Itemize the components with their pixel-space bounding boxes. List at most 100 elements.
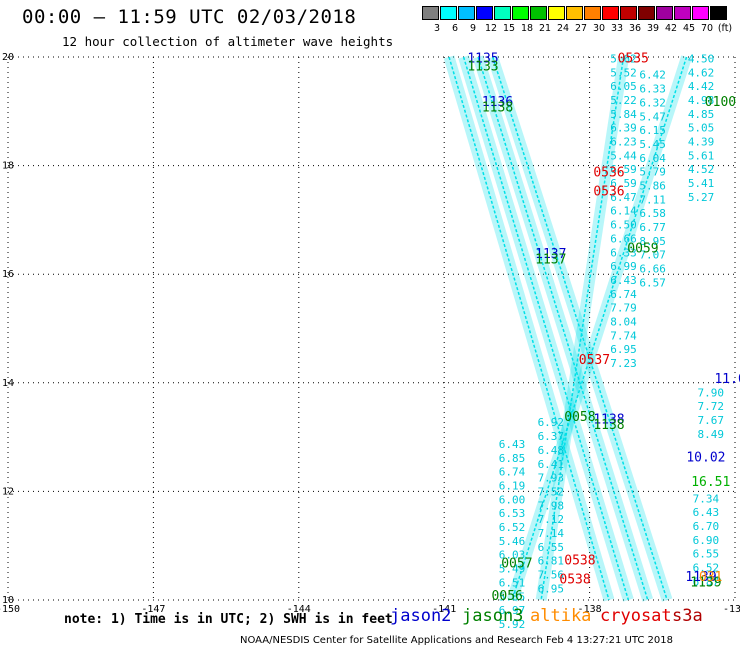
satellite-pass-track (472, 55, 654, 602)
swh-value: 6.14 (610, 205, 637, 218)
swh-value: 5.84 (610, 108, 637, 121)
colorbar-swatch (674, 6, 691, 20)
swh-value: 6.32 (639, 96, 666, 109)
pass-time-label: 1139 (690, 575, 721, 590)
swh-value: 6.66 (610, 232, 637, 245)
swh-value: 5.22 (610, 94, 637, 107)
swh-value: 6.55 (693, 548, 720, 561)
pass-time-label: 1137 (535, 252, 566, 267)
swh-value: 5.62 (610, 52, 637, 65)
swh-value: 6.66 (639, 263, 666, 276)
swh-value: 6.41 (538, 458, 565, 471)
swh-value: 8.49 (698, 428, 725, 441)
colorbar-label: 6 (451, 23, 459, 34)
swh-value: 6.43 (610, 274, 637, 287)
swh-value: 6.85 (499, 452, 526, 465)
swh-value: 4.98 (688, 94, 715, 107)
swh-value: 4.85 (688, 108, 715, 121)
swh-value: 7.72 (698, 400, 725, 413)
swh-value: 8.95 (639, 235, 666, 248)
swh-value: 6.59 (610, 163, 637, 176)
colorbar-label: 9 (469, 23, 477, 34)
y-tick-label: 18 (2, 161, 14, 172)
swh-value: 5.85 (499, 590, 526, 603)
swh-value: 6.59 (610, 177, 637, 190)
pass-time-label: 1138 (482, 100, 513, 115)
swh-value: 6.97 (499, 604, 526, 617)
swh-value: 6.37 (538, 430, 565, 443)
page-title: 00:00 – 11:59 UTC 02/03/2018 (22, 6, 357, 28)
swh-value: 4.62 (688, 66, 715, 79)
colorbar-label: 21 (538, 23, 552, 34)
legend-altika: altika (530, 606, 592, 626)
pass-time-label: 0537 (579, 353, 610, 368)
swh-value: 6.53 (499, 507, 526, 520)
satellite-pass-core (540, 56, 625, 601)
x-tick-label: -138 (578, 604, 602, 615)
swh-value: 5.44 (610, 149, 637, 162)
swh-value: 6.47 (610, 191, 637, 204)
colorbar-label: 24 (556, 23, 570, 34)
pass-time-label: 1138 (593, 418, 624, 433)
colorbar-label: 70 (700, 23, 714, 34)
pass-time-label: 0536 (593, 165, 624, 180)
pass-time-label: 1136 (482, 95, 513, 110)
swh-value: 5.52 (610, 66, 637, 79)
y-tick-label: 10 (2, 595, 14, 606)
colorbar-swatch (422, 6, 439, 20)
swh-value: 5.27 (688, 191, 715, 204)
swh-value: 6.15 (639, 124, 666, 137)
colorbar-swatch (656, 6, 673, 20)
swh-value: 7.12 (538, 513, 565, 526)
pass-time-label: 0058 (564, 410, 595, 425)
swh-value: 8.04 (610, 316, 637, 329)
swh-value: 4.52 (688, 163, 715, 176)
pass-time-label: 0535 (618, 51, 649, 66)
colorbar-swatch (494, 6, 511, 20)
footer-note: note: 1) Time is in UTC; 2) SWH is in fe… (64, 612, 393, 627)
colorbar-swatch (692, 6, 709, 20)
colorbar-label: 45 (682, 23, 696, 34)
colorbar-swatch (602, 6, 619, 20)
swh-value: 7.98 (538, 499, 565, 512)
swh-value: 7.11 (639, 193, 666, 206)
pass-time-label: 1137 (535, 247, 566, 262)
pass-time-label: 1135 (467, 51, 498, 66)
colorbar-swatch (710, 6, 727, 20)
swh-value: 6.19 (499, 479, 526, 492)
swh-value: 6.50 (610, 219, 637, 232)
swh-value: 7.67 (698, 414, 725, 427)
colorbar-swatch (638, 6, 655, 20)
swh-value: 7.14 (538, 527, 565, 540)
swh-value: 6.90 (693, 534, 720, 547)
swh-value: 6.99 (610, 260, 637, 273)
colorbar-label: 36 (628, 23, 642, 34)
credit-line: NOAA/NESDIS Center for Satellite Applica… (240, 635, 673, 646)
swh-value: 5.47 (639, 110, 666, 123)
swh-value: 6.74 (499, 466, 526, 479)
pass-time-label: 031 (699, 570, 722, 585)
swh-value: 6.48 (538, 444, 565, 457)
x-tick-label: -141 (432, 604, 456, 615)
x-tick-label: -150 (0, 604, 20, 615)
swh-value: 5.86 (639, 179, 666, 192)
colorbar-swatch (620, 6, 637, 20)
swh-value: 5.45 (639, 138, 666, 151)
y-tick-label: 12 (2, 486, 14, 497)
colorbar-swatch (476, 6, 493, 20)
pass-time-label: 1139 (685, 570, 716, 585)
satellite-pass-core (511, 56, 688, 601)
swh-value: 6.81 (538, 555, 565, 568)
swh-value: 5.41 (688, 177, 715, 190)
swh-value: 7.74 (610, 329, 637, 342)
swh-value: 5.49 (499, 563, 526, 576)
swh-value: 5.92 (499, 618, 526, 631)
swh-value: 4.42 (688, 80, 715, 93)
swh-value: 6.43 (693, 506, 720, 519)
colorbar-label: 15 (502, 23, 516, 34)
swh-value: 6.95 (610, 343, 637, 356)
swh-value: 6.42 (639, 69, 666, 82)
swh-value: 7.56 (538, 569, 565, 582)
swh-value: 7.79 (610, 302, 637, 315)
swh-value: 7.34 (693, 492, 720, 505)
